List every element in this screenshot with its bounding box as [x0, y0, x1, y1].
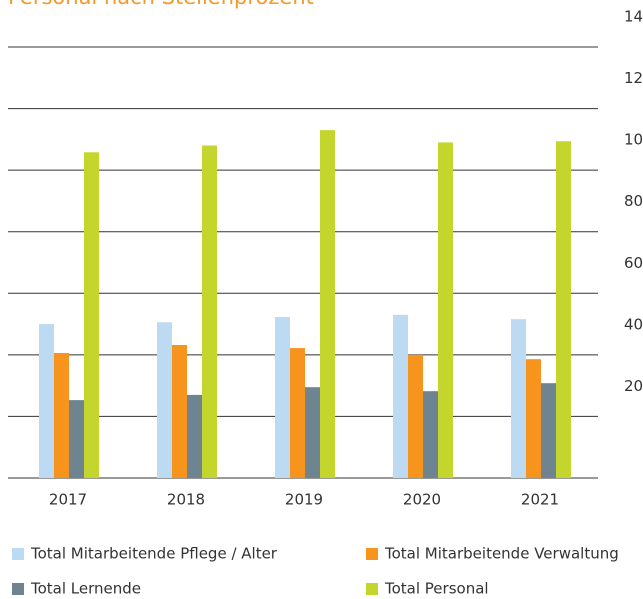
bar	[408, 354, 423, 478]
bar	[438, 142, 453, 478]
bar	[541, 383, 556, 478]
legend-swatch	[12, 583, 24, 595]
y-tick-label: 140	[624, 8, 643, 26]
bar	[84, 152, 99, 478]
bar	[157, 322, 172, 478]
bar	[526, 359, 541, 478]
bar	[393, 314, 408, 478]
bar	[305, 387, 320, 478]
legend-label: Total Mitarbeitende Pflege / Alter	[30, 545, 278, 563]
legend-swatch	[366, 583, 378, 595]
bar	[290, 348, 305, 478]
bar	[423, 391, 438, 478]
y-tick-label: 60	[624, 254, 643, 272]
bar	[320, 130, 335, 478]
x-tick-label: 2017	[49, 491, 87, 509]
legend-label: Total Mitarbeitende Verwaltung	[384, 545, 619, 563]
bar	[39, 324, 54, 478]
y-tick-label: 100	[624, 131, 643, 149]
bar	[275, 316, 290, 478]
y-tick-label: 80	[624, 192, 643, 210]
legend-label: Total Lernende	[30, 580, 141, 598]
bar	[172, 345, 187, 478]
bar	[187, 394, 202, 478]
legend-label: Total Personal	[384, 580, 489, 598]
bar	[511, 319, 526, 478]
bar	[202, 145, 217, 478]
x-tick-label: 2018	[167, 491, 205, 509]
x-tick-label: 2020	[403, 491, 441, 509]
bar	[54, 353, 69, 478]
y-tick-label: 40	[624, 315, 643, 333]
chart-title: Personal nach Stellenprozent	[8, 0, 314, 9]
x-tick-label: 2019	[285, 491, 323, 509]
x-tick-label: 2021	[521, 491, 559, 509]
legend-swatch	[12, 548, 24, 560]
y-tick-label: 120	[624, 69, 643, 87]
y-tick-label: 20	[624, 377, 643, 395]
bar	[69, 400, 84, 478]
bar	[556, 141, 571, 478]
legend-swatch	[366, 548, 378, 560]
